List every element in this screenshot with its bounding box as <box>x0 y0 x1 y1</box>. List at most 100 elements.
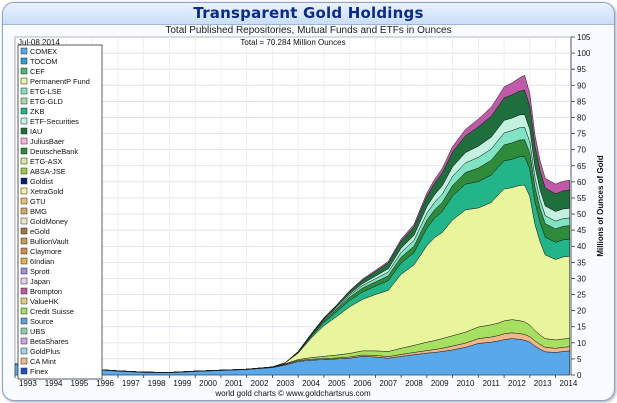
y-tick-label: 15 <box>577 323 586 332</box>
chart-title: Transparent Gold Holdings <box>193 4 424 22</box>
y-tick-label: 100 <box>577 49 591 58</box>
chart-subtitle: Total Published Repositories, Mutual Fun… <box>165 25 452 36</box>
y-tick-label: 5 <box>577 355 582 364</box>
legend-label: CEF <box>30 67 45 76</box>
x-tick-label: 2010 <box>457 379 475 388</box>
legend-label: CA Mint <box>30 357 56 366</box>
legend-label: TOCOM <box>30 57 57 66</box>
legend-swatch <box>20 317 28 325</box>
y-tick-label: 10 <box>577 339 586 348</box>
legend-swatch <box>20 257 28 265</box>
y-tick-label: 85 <box>577 97 586 106</box>
y-tick-label: 30 <box>577 274 586 283</box>
legend-label: Sprott <box>30 267 50 276</box>
y-tick-label: 0 <box>577 371 582 380</box>
legend-label: IAU <box>30 127 42 136</box>
y-tick-label: 95 <box>577 65 586 74</box>
y-tick-label: 75 <box>577 130 586 139</box>
y-tick-label: 50 <box>577 210 586 219</box>
legend-label: ETG-ASX <box>30 157 63 166</box>
x-tick-label: 2013 <box>534 379 552 388</box>
legend-swatch <box>20 337 28 345</box>
legend-label: Credit Suisse <box>30 307 74 316</box>
x-tick-label: 1996 <box>96 379 114 388</box>
legend-swatch <box>20 127 28 135</box>
legend-swatch <box>20 227 28 235</box>
legend-swatch <box>20 77 28 85</box>
x-tick-label: 2014 <box>560 379 578 388</box>
x-tick-label: 2008 <box>405 379 423 388</box>
legend-label: GTU <box>30 197 46 206</box>
legend-label: Claymore <box>30 247 62 256</box>
x-tick-label: 1995 <box>70 379 88 388</box>
legend-swatch <box>20 217 28 225</box>
chart-svg: 0 5 10 15 20 25 30 35 40 45 50 55 60 65 70 75 80 85 90 95 10… <box>14 33 605 398</box>
y-tick-label: 55 <box>577 194 586 203</box>
legend-swatch <box>20 267 28 275</box>
legend-swatch <box>20 367 28 375</box>
x-tick-label: 1997 <box>122 379 140 388</box>
legend-label: Goldist <box>30 177 53 186</box>
legend-swatch <box>20 187 28 195</box>
y-tick-label: 90 <box>577 81 586 90</box>
y-tick-label: 35 <box>577 258 586 267</box>
y-axis-label: Millions of Ounces of Gold <box>596 155 605 256</box>
y-tick-label: 20 <box>577 307 586 316</box>
legend-swatch <box>20 247 28 255</box>
legend-label: ETG-LSE <box>30 87 62 96</box>
x-tick-label: 2003 <box>276 379 294 388</box>
y-tick-label: 40 <box>577 242 586 251</box>
legend-label: Brompton <box>30 287 62 296</box>
legend-label: GoldMoney <box>30 217 68 226</box>
legend-label: BetaShares <box>30 337 69 346</box>
legend-label: ValueHK <box>30 297 59 306</box>
y-tick-label: 65 <box>577 162 586 171</box>
legend-swatch <box>20 107 28 115</box>
x-tick-label: 2011 <box>483 379 501 388</box>
legend-label: JuliusBaer <box>30 137 65 146</box>
legend-swatch <box>20 327 28 335</box>
legend-label: DeutscheBank <box>30 147 78 156</box>
legend-label: eGold <box>30 227 50 236</box>
title-bar: Transparent Gold Holdings <box>3 3 614 25</box>
y-tick-label: 45 <box>577 226 586 235</box>
legend-swatch <box>20 67 28 75</box>
legend-swatch <box>20 237 28 245</box>
legend-label: ETF-Securities <box>30 117 79 126</box>
legend-label: Source <box>30 317 53 326</box>
legend-swatch <box>20 87 28 95</box>
legend-swatch <box>20 297 28 305</box>
legend-swatch <box>20 137 28 145</box>
legend-label: XetraGold <box>30 187 63 196</box>
y-tick-label: 25 <box>577 291 586 300</box>
y-tick-label: 70 <box>577 146 586 155</box>
legend-label: PermanentP Fund <box>30 77 90 86</box>
legend-swatch <box>20 57 28 65</box>
x-tick-label: 2009 <box>431 379 449 388</box>
legend-label: UBS <box>30 327 45 336</box>
legend-swatch <box>20 307 28 315</box>
legend-label: ABSA-JSE <box>30 167 66 176</box>
legend-swatch <box>20 357 28 365</box>
x-tick-label: 1999 <box>173 379 191 388</box>
y-tick-label: 80 <box>577 113 586 122</box>
footer-credit: world gold charts © www.goldchartsrus.co… <box>214 389 371 398</box>
legend-swatch <box>20 287 28 295</box>
x-tick-label: 2001 <box>225 379 243 388</box>
x-tick-label: 2000 <box>199 379 217 388</box>
legend-swatch <box>20 117 28 125</box>
legend-swatch <box>20 277 28 285</box>
legend-label: COMEX <box>30 47 57 56</box>
x-tick-label: 1993 <box>19 379 37 388</box>
legend-label: ETG-GLD <box>30 97 63 106</box>
x-tick-label: 2012 <box>508 379 526 388</box>
x-tick-label: 2004 <box>302 379 320 388</box>
area-layer-9 <box>14 75 570 373</box>
legend-box <box>17 44 103 380</box>
legend-swatch <box>20 97 28 105</box>
legend-label: 6Indian <box>30 257 54 266</box>
x-tick-label: 2002 <box>251 379 269 388</box>
legend-label: BMG <box>30 207 47 216</box>
legend-swatch <box>20 147 28 155</box>
